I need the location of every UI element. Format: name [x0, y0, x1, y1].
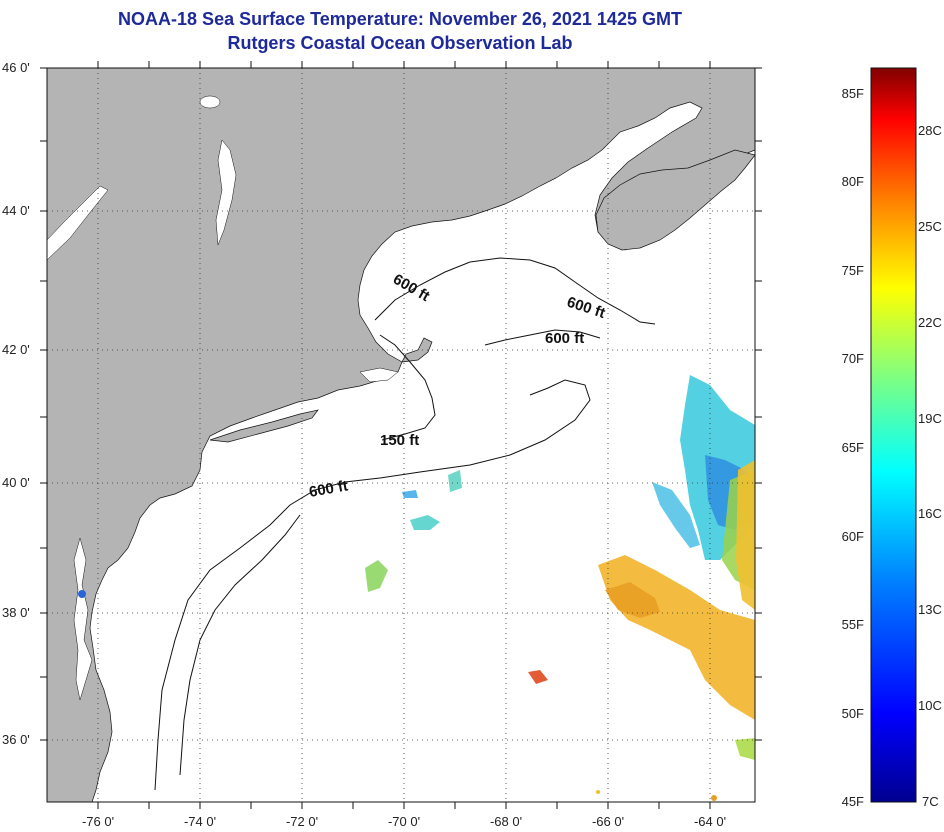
contour-600ft-shelf [154, 379, 591, 791]
inland-water [46, 95, 399, 701]
map-title-line2: Rutgers Coastal Ocean Observation Lab [227, 33, 573, 53]
lat-label-44: 44 0' [2, 203, 30, 218]
lat-label-36: 36 0' [2, 732, 30, 747]
sst-point-orange [711, 795, 717, 801]
lon-label-64: -64 0' [694, 814, 726, 829]
lon-label-76: -76 0' [82, 814, 114, 829]
sst-data [78, 375, 755, 801]
sst-patch-green-west [365, 560, 388, 592]
land-long-island [209, 409, 319, 443]
graticule [47, 68, 755, 802]
map-title-line1: NOAA-18 Sea Surface Temperature: Novembe… [118, 9, 682, 29]
lake [199, 95, 221, 109]
sst-point-yellow [596, 790, 600, 794]
sst-patch-cyan-small [652, 482, 700, 548]
contour-150ft [379, 334, 436, 441]
contour-label-600ft-shelf: 600 ft [308, 477, 350, 501]
lon-label-70: -70 0' [388, 814, 420, 829]
sst-patch-east-yellow [736, 460, 755, 610]
map-frame [46, 67, 756, 803]
contour-shelf-inner [179, 514, 301, 776]
contour-label-150ft: 150 ft [380, 432, 419, 449]
land-masses [46, 67, 756, 803]
st-lawrence-river [46, 185, 109, 261]
lake-champlain [215, 139, 237, 246]
sst-patch-blue-small [402, 490, 418, 498]
lat-label-42: 42 0' [2, 342, 30, 357]
sst-patch-teal [410, 515, 440, 530]
contour-600ft-georges [484, 329, 601, 346]
land-mainland [46, 67, 756, 803]
sst-patch-red [528, 670, 548, 684]
lat-label-38: 38 0' [2, 605, 30, 620]
land-cape-cod [401, 337, 433, 363]
lat-label-40: 40 0' [2, 475, 30, 490]
lon-label-74: -74 0' [184, 814, 216, 829]
longitude-labels: -76 0' -74 0' -72 0' -70 0' -68 0' -66 0… [82, 814, 726, 829]
sst-patch-teal-2 [448, 470, 462, 492]
latitude-labels: 46 0' 44 0' 42 0' 40 0' 38 0' 36 0' [2, 60, 30, 747]
sst-point-blue [78, 590, 86, 598]
contour-600ft-gom [374, 257, 656, 325]
lat-label-46: 46 0' [2, 60, 30, 75]
axis-ticks [40, 61, 762, 809]
contour-label-600ft-georges: 600 ft [545, 330, 584, 347]
sst-patch-green-se [735, 738, 755, 760]
lon-label-68: -68 0' [490, 814, 522, 829]
sst-patch-orange [605, 582, 660, 618]
chesapeake-bay [73, 537, 93, 701]
bay [359, 367, 399, 383]
contour-lines [154, 257, 656, 791]
lon-label-72: -72 0' [286, 814, 318, 829]
lon-label-66: -66 0' [592, 814, 624, 829]
